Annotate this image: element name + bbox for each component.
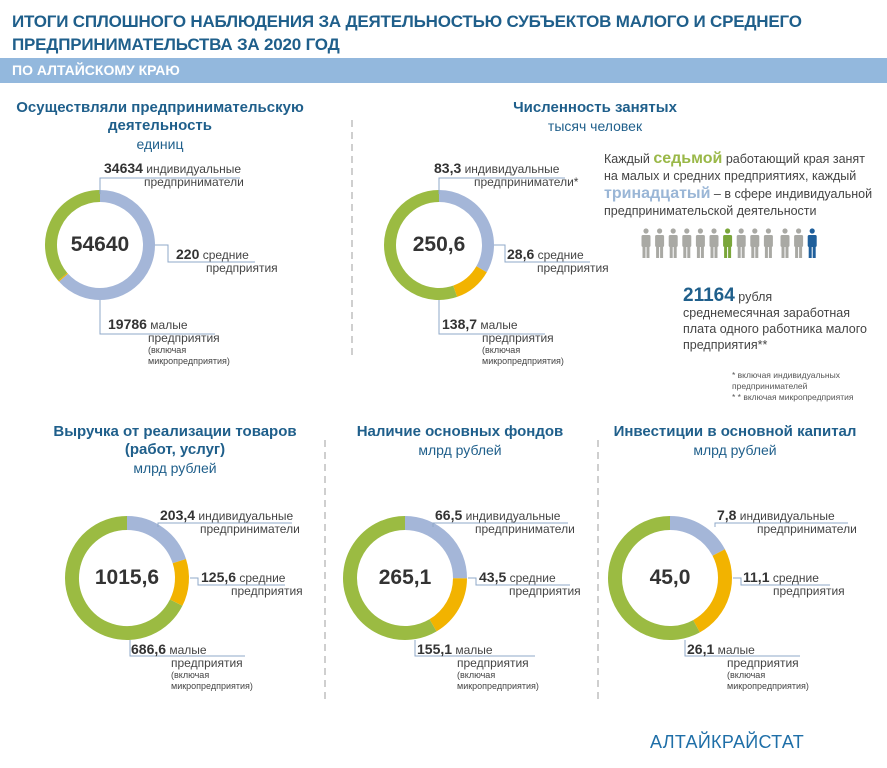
chart-5-slice-individual (669, 516, 725, 557)
region-banner: ПО АЛТАЙСКОМУ КРАЮ (0, 58, 887, 83)
footnotes: * включая индивидуальных предпринимателе… (732, 370, 854, 402)
chart-3-label-individual: 203,4 индивидуальные предприниматели (160, 507, 300, 536)
chart-2-slice-small (384, 190, 458, 300)
chart-4-title: Наличие основных фондов млрд рублей (330, 423, 590, 459)
chart-5-slice-medium (692, 549, 732, 633)
title-line-2: ПРЕДПРИНИМАТЕЛЬСТВА ЗА 2020 ГОД (12, 35, 340, 54)
chart-4-leader-medium (468, 577, 570, 586)
chart-5-unit: млрд рублей (693, 442, 777, 458)
chart-4-label-small: 155,1 малые предприятия (включая микропред… (417, 641, 539, 691)
chart-2-leader-individual (438, 177, 565, 194)
person-icon (668, 228, 678, 258)
chart-2-total: 250,6 (412, 233, 466, 256)
chart-1-leader-medium (155, 244, 255, 263)
chart-5-leader-medium (733, 577, 830, 586)
chart-3-slice-small (65, 516, 183, 640)
chart-5-title: Инвестиции в основной капитал млрд рублей (600, 423, 870, 459)
chart-1-slice-medium (58, 272, 68, 282)
people-icons (641, 228, 817, 258)
chart-2-leader-medium (494, 244, 590, 263)
chart-2-leader-small (438, 300, 545, 335)
chart-2-title: Численность занятых тысяч человек (470, 99, 720, 135)
title-line-1: ИТОГИ СПЛОШНОГО НАБЛЮДЕНИЯ ЗА ДЕЯТЕЛЬНОС… (12, 12, 802, 31)
chart-3-slice-medium (169, 558, 189, 606)
chart-3-total: 1015,6 (94, 566, 160, 589)
chart-1-leader-small (99, 300, 215, 335)
person-icon (709, 228, 719, 258)
person-icon (807, 228, 817, 258)
chart-5-label-individual: 7,8 индивидуальные предприниматели (717, 507, 857, 536)
chart-4-slice-medium (429, 577, 467, 632)
chart-5-label-medium: 11,1 средние предприятия (743, 569, 845, 598)
chart-3-label-small: 686,6 малые предприятия (включая микропред… (131, 641, 253, 691)
person-icon (655, 228, 665, 258)
person-icon (695, 228, 705, 258)
person-icon (763, 228, 773, 258)
chart-1-label-small: 19786 малые предприятия (включая микропред… (108, 316, 230, 366)
chart-3-leader-small (129, 640, 245, 657)
person-icon (682, 228, 692, 258)
chart-1-title: Осуществляли предпринимательскую деятель… (10, 99, 310, 153)
chart-4-leader-individual (432, 522, 568, 527)
average-wage: 21164 рубля среднемесячная заработная пла… (683, 285, 867, 352)
chart-2-slice-medium (452, 266, 487, 297)
chart-4-slice-small (343, 516, 437, 640)
person-icon (750, 228, 760, 258)
page-title: ИТОГИ СПЛОШНОГО НАБЛЮДЕНИЯ ЗА ДЕЯТЕЛЬНОС… (12, 10, 802, 56)
seventh-highlight: седьмой (653, 150, 723, 167)
chart-4-label-individual: 66,5 индивидуальные предприниматели (435, 507, 575, 536)
chart-4-label-medium: 43,5 средние предприятия (479, 569, 581, 598)
person-icon (736, 228, 746, 258)
chart-5-leader-small (684, 640, 800, 657)
thirteenth-highlight: тринадцатый (604, 185, 711, 202)
chart-2-slice-individual (438, 190, 494, 273)
chart-1-label-medium: 220 средние предприятия (176, 246, 278, 275)
person-icon (794, 228, 804, 258)
chart-3-leader-individual (157, 522, 292, 527)
employment-share-text: Каждый седьмой работающий края занят на … (604, 150, 873, 218)
chart-3-unit: млрд рублей (133, 460, 217, 476)
person-icon (641, 228, 651, 258)
chart-5-total: 45,0 (649, 566, 691, 589)
chart-3-slice-individual (126, 516, 186, 564)
wage-value: 21164 (683, 285, 735, 306)
person-icon (780, 228, 790, 258)
chart-4-slice-individual (404, 516, 467, 579)
chart-4-total: 265,1 (378, 566, 432, 589)
chart-1-total: 54640 (70, 233, 130, 256)
chart-5-label-small: 26,1 малые предприятия (включая микропредп… (687, 641, 809, 691)
chart-5-leader-individual (714, 522, 848, 527)
chart-2-label-individual: 83,3 индивидуальные предприниматели* (434, 160, 579, 189)
chart-2-unit: тысяч человек (547, 118, 643, 134)
chart-2-label-small: 138,7 малые предприятия (включая микропред… (442, 316, 564, 366)
chart-4-leader-small (414, 640, 535, 657)
person-icon (723, 228, 733, 258)
chart-1-slice-individual (59, 190, 155, 300)
chart-1-slice-small (45, 190, 101, 281)
chart-4-unit: млрд рублей (418, 442, 502, 458)
brand-logo-text: АЛТАЙКРАЙСТАТ (650, 732, 805, 752)
chart-2-label-medium: 28,6 средние предприятия (507, 246, 609, 275)
chart-1-unit: единиц (136, 136, 184, 152)
chart-3-title: Выручка от реализации товаров (работ, ус… (40, 423, 310, 477)
chart-3-leader-medium (190, 577, 285, 586)
chart-3-label-medium: 125,6 средние предприятия (201, 569, 303, 598)
chart-1-label-individual: 34634 индивидуальные предприниматели (104, 160, 244, 189)
chart-5-slice-small (608, 516, 700, 640)
chart-1-leader-individual (99, 177, 240, 194)
